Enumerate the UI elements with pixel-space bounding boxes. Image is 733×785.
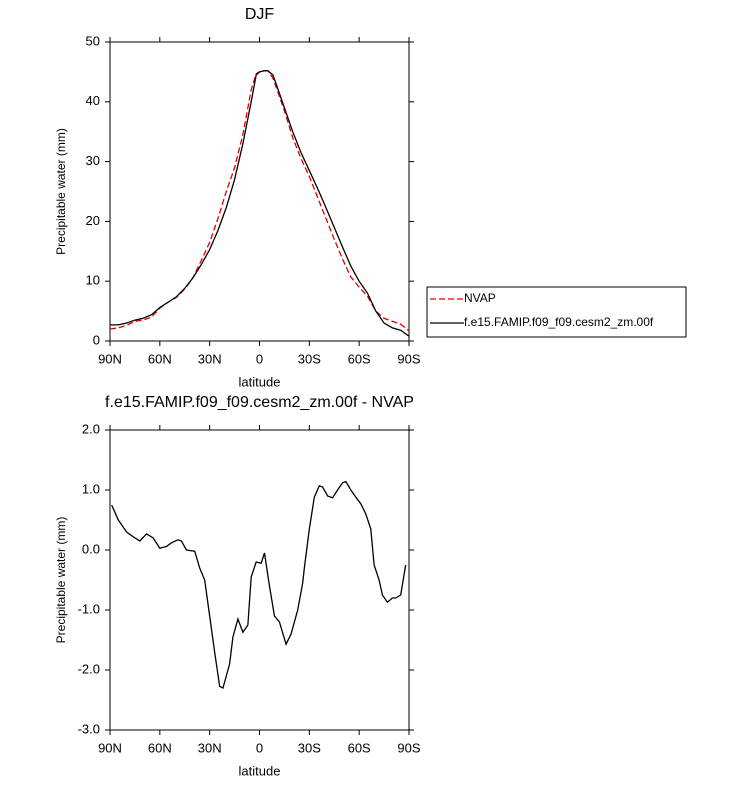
x-tick-label: 90S: [397, 740, 420, 755]
data-line: [110, 70, 410, 337]
x-tick-label: 60S: [348, 351, 371, 366]
x-tick-label: 30N: [198, 351, 222, 366]
x-tick-label: 60S: [348, 740, 371, 755]
y-axis-label: Precipitable water (mm): [54, 128, 68, 255]
x-tick-label: 90N: [98, 351, 122, 366]
x-tick-label: 30S: [298, 740, 321, 755]
chart-title: DJF: [245, 6, 275, 23]
x-tick-label: 60N: [148, 740, 172, 755]
x-tick-label: 90N: [98, 740, 122, 755]
y-tick-label: 40: [86, 93, 100, 108]
x-axis-label: latitude: [239, 374, 281, 389]
data-line: [111, 480, 407, 689]
x-tick-label: 90S: [397, 351, 420, 366]
y-tick-label: 20: [86, 213, 100, 228]
x-tick-label: 60N: [148, 351, 172, 366]
y-tick-label: 0: [93, 332, 100, 347]
x-axis-label: latitude: [239, 763, 281, 778]
x-tick-label: 0: [256, 351, 263, 366]
legend-box: [426, 286, 687, 338]
y-tick-label: -3.0: [78, 721, 100, 736]
y-tick-label: -1.0: [78, 601, 100, 616]
y-tick-label: 10: [86, 273, 100, 288]
y-tick-label: 1.0: [82, 481, 100, 496]
legend-label: f.e15.FAMIP.f09_f09.cesm2_zm.00f: [464, 315, 654, 329]
x-tick-label: 30N: [198, 740, 222, 755]
data-line: [109, 70, 410, 332]
y-tick-label: 30: [86, 153, 100, 168]
x-tick-label: 30S: [298, 351, 321, 366]
plot-frame: [109, 429, 410, 731]
plot-frame: [109, 41, 410, 342]
x-tick-label: 0: [256, 740, 263, 755]
chart-title: f.e15.FAMIP.f09_f09.cesm2_zm.00f - NVAP: [105, 394, 414, 411]
y-tick-label: 50: [86, 33, 100, 48]
legend-label: NVAP: [464, 291, 496, 305]
y-tick-label: 2.0: [82, 421, 100, 436]
y-axis-label: Precipitable water (mm): [54, 517, 68, 644]
y-tick-label: -2.0: [78, 661, 100, 676]
y-tick-label: 0.0: [82, 541, 100, 556]
